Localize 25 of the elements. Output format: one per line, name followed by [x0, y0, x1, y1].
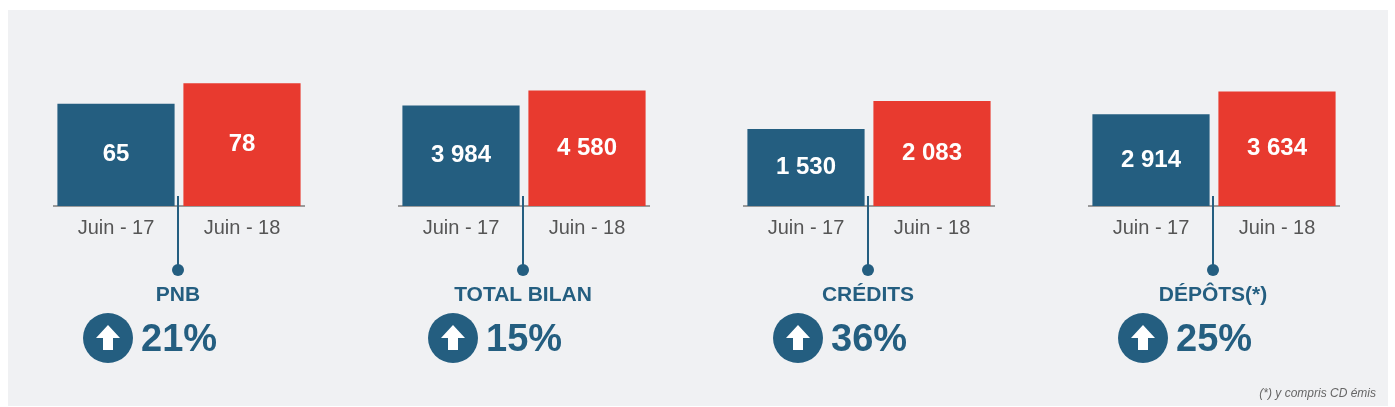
x-tick-label: Juin - 17 — [767, 215, 845, 238]
x-tick-label: Juin - 18 — [203, 215, 281, 238]
data-label: 2 083 — [901, 138, 963, 166]
data-label: 2 914 — [1120, 144, 1182, 172]
text: DÉPÔTS(*) — [1157, 282, 1269, 306]
x-tick-label: Juin - 17 — [422, 215, 500, 238]
text: 15% — [486, 316, 563, 360]
data-label: 1 530 — [775, 152, 837, 180]
text: 21% — [141, 316, 218, 360]
x-tick-label: Juin - 17 — [77, 215, 155, 238]
data-label: 65 — [102, 139, 130, 167]
x-tick-label: Juin - 18 — [1238, 215, 1316, 238]
x-tick-label: Juin - 18 — [548, 215, 626, 238]
data-label: 3 634 — [1246, 133, 1308, 161]
text: (*) y compris CD émis — [1259, 386, 1376, 400]
text: 36% — [831, 316, 908, 360]
data-label: 78 — [228, 129, 256, 157]
data-label: 4 580 — [556, 132, 618, 160]
x-tick-label: Juin - 17 — [1112, 215, 1190, 238]
data-label: 3 984 — [430, 140, 492, 168]
text: TOTAL BILAN — [453, 282, 593, 306]
text: PNB — [154, 282, 202, 306]
text: 25% — [1176, 316, 1253, 360]
x-tick-label: Juin - 18 — [893, 215, 971, 238]
text: CRÉDITS — [820, 282, 916, 306]
